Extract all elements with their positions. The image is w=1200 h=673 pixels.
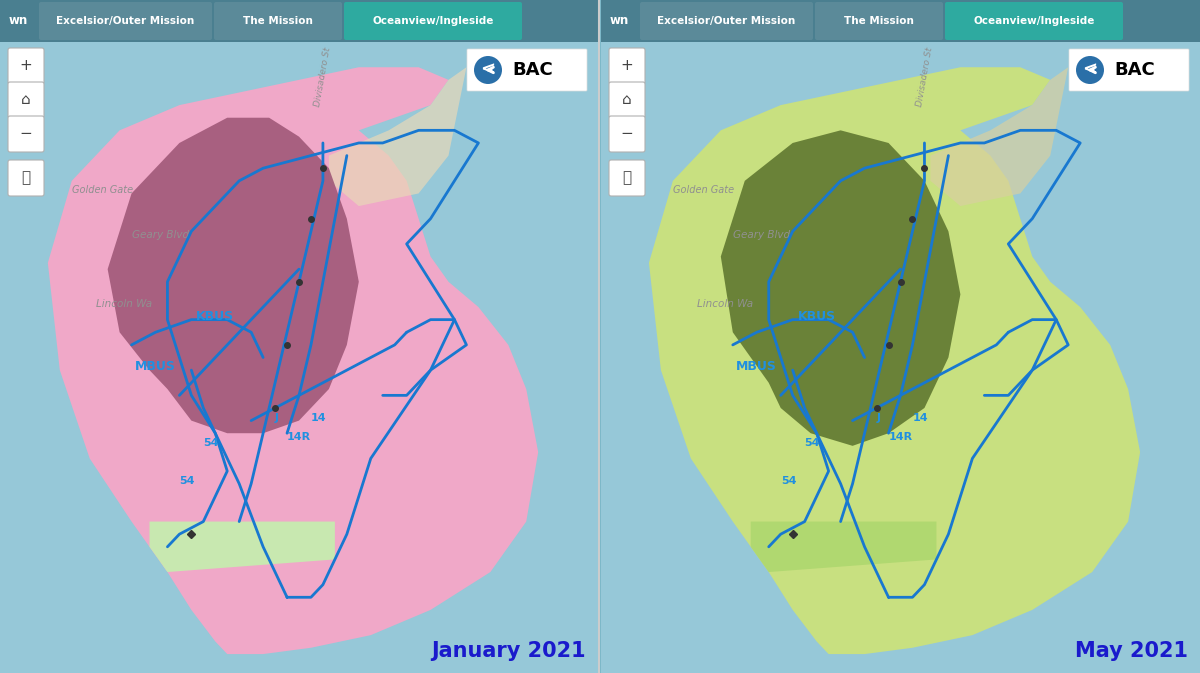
Text: KBUS: KBUS <box>798 310 835 322</box>
Polygon shape <box>930 67 1068 206</box>
Text: Excelsior/Outer Mission: Excelsior/Outer Mission <box>56 16 194 26</box>
Text: Golden Gate: Golden Gate <box>673 186 734 195</box>
Text: The Mission: The Mission <box>844 16 914 26</box>
Circle shape <box>1076 56 1104 84</box>
Text: May 2021: May 2021 <box>1075 641 1188 661</box>
Polygon shape <box>751 522 936 572</box>
Text: ⌕: ⌕ <box>22 170 30 186</box>
Text: wn: wn <box>8 15 28 28</box>
Text: ⌂: ⌂ <box>22 92 31 108</box>
Text: MBUS: MBUS <box>737 360 778 373</box>
FancyBboxPatch shape <box>8 82 44 118</box>
FancyBboxPatch shape <box>610 160 646 196</box>
Text: 14R: 14R <box>888 431 913 441</box>
Text: The Mission: The Mission <box>244 16 313 26</box>
FancyBboxPatch shape <box>946 2 1123 40</box>
Polygon shape <box>329 67 467 206</box>
Polygon shape <box>150 522 335 572</box>
Bar <box>601 42 1200 673</box>
Polygon shape <box>721 131 960 446</box>
FancyBboxPatch shape <box>8 116 44 152</box>
Text: +: + <box>620 59 634 73</box>
Text: Excelsior/Outer Mission: Excelsior/Outer Mission <box>658 16 796 26</box>
Text: Lincoln Wa: Lincoln Wa <box>697 299 752 309</box>
Text: +: + <box>19 59 32 73</box>
Text: 14R: 14R <box>287 431 311 441</box>
Text: BAC: BAC <box>512 61 553 79</box>
FancyBboxPatch shape <box>8 160 44 196</box>
Text: −: − <box>620 127 634 141</box>
Polygon shape <box>108 118 359 433</box>
FancyBboxPatch shape <box>610 82 646 118</box>
FancyBboxPatch shape <box>815 2 943 40</box>
FancyBboxPatch shape <box>640 2 814 40</box>
FancyBboxPatch shape <box>610 116 646 152</box>
FancyBboxPatch shape <box>610 48 646 84</box>
FancyBboxPatch shape <box>467 49 587 91</box>
FancyBboxPatch shape <box>214 2 342 40</box>
Text: Oceanview/Ingleside: Oceanview/Ingleside <box>372 16 493 26</box>
Text: Divisadero St: Divisadero St <box>914 46 934 107</box>
Circle shape <box>474 56 502 84</box>
Text: J: J <box>876 413 881 423</box>
Text: −: − <box>19 127 32 141</box>
Text: KBUS: KBUS <box>197 310 234 322</box>
Bar <box>0 0 598 42</box>
Text: 14: 14 <box>912 413 928 423</box>
FancyBboxPatch shape <box>38 2 212 40</box>
Text: 54: 54 <box>781 476 797 486</box>
Polygon shape <box>649 67 1140 654</box>
Text: ⌕: ⌕ <box>623 170 631 186</box>
Text: Geary Blvd: Geary Blvd <box>733 229 790 240</box>
Text: Geary Blvd: Geary Blvd <box>132 229 188 240</box>
FancyBboxPatch shape <box>8 48 44 84</box>
Text: 54: 54 <box>180 476 194 486</box>
Text: J: J <box>275 413 280 423</box>
Polygon shape <box>48 67 539 654</box>
Text: January 2021: January 2021 <box>431 641 586 661</box>
Text: 54: 54 <box>203 438 218 448</box>
Text: 14: 14 <box>311 413 326 423</box>
Text: <: < <box>480 61 496 79</box>
Text: 54: 54 <box>805 438 820 448</box>
Text: Divisadero St: Divisadero St <box>313 46 332 107</box>
Text: MBUS: MBUS <box>136 360 176 373</box>
FancyBboxPatch shape <box>1069 49 1189 91</box>
Bar <box>0 42 598 673</box>
Text: <: < <box>1082 61 1098 79</box>
Text: Golden Gate: Golden Gate <box>72 186 133 195</box>
FancyBboxPatch shape <box>344 2 522 40</box>
Text: wn: wn <box>610 15 629 28</box>
Text: Oceanview/Ingleside: Oceanview/Ingleside <box>973 16 1094 26</box>
Text: Lincoln Wa: Lincoln Wa <box>96 299 152 309</box>
Text: BAC: BAC <box>1115 61 1156 79</box>
Text: ⌂: ⌂ <box>622 92 632 108</box>
Bar <box>601 0 1200 42</box>
